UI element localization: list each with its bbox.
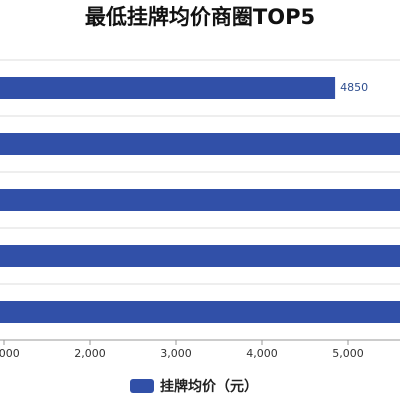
bar (0, 77, 336, 99)
chart-title: 最低挂牌均价商圈TOP5 (85, 5, 315, 29)
legend-swatch (130, 379, 154, 393)
x-tick-label: 2,000 (74, 347, 106, 360)
bar (0, 133, 400, 155)
x-tick-label: 3,000 (160, 347, 192, 360)
x-tick-label: 4,000 (246, 347, 278, 360)
bar (0, 245, 400, 267)
x-tick-label: 1,000 (0, 347, 20, 360)
legend-label: 挂牌均价（元） (160, 378, 258, 395)
x-tick-label: 5,000 (332, 347, 364, 360)
bar (0, 301, 400, 323)
value-label: 4850 (340, 81, 368, 94)
bar (0, 189, 400, 211)
